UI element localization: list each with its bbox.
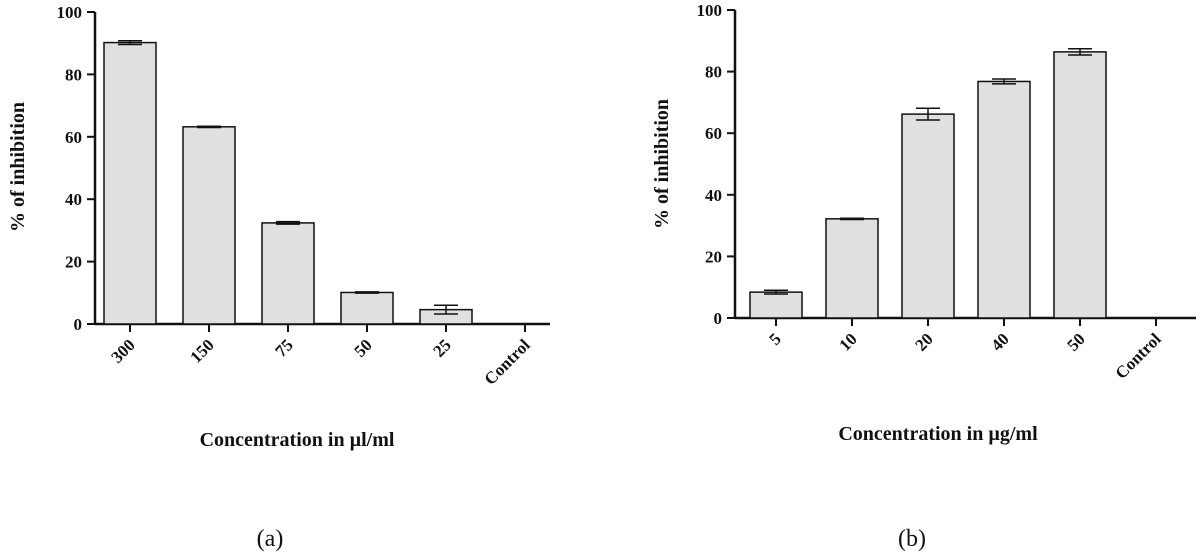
chart-a-y-tick-label: 40	[65, 190, 82, 209]
chart-a-x-axis-label: Concentration in µl/ml	[200, 429, 395, 451]
chart-b-x-tick-label: 5	[765, 329, 784, 348]
chart-b-bar	[901, 113, 955, 319]
chart-a-x-tick-label: 25	[429, 335, 454, 360]
chart-a-bar	[182, 126, 236, 325]
chart-b-y-tick-label: 60	[705, 124, 722, 143]
chart-a-panel-label: (a)	[257, 526, 284, 552]
chart-b-y-tick-label: 0	[714, 309, 723, 328]
chart-a-x-tick-label: 150	[186, 335, 217, 366]
chart-a-y-tick-label: 0	[74, 315, 83, 334]
chart-b-bar	[977, 80, 1031, 319]
chart-b-bar	[825, 218, 879, 319]
chart-a-y-tick-label: 100	[57, 3, 83, 22]
chart-a-y-tick-label: 20	[65, 253, 82, 272]
chart-a-x-tick-label: 300	[107, 335, 138, 366]
chart-b-y-tick-label: 20	[705, 247, 722, 266]
chart-b-y-tick-label: 100	[697, 1, 723, 20]
chart-b-y-tick-label: 80	[705, 63, 722, 82]
chart-b-panel-label: (b)	[898, 526, 926, 552]
chart-a: % of inhibition Concentration in µl/ml (…	[7, 3, 550, 552]
chart-b-y-tick-label: 40	[705, 186, 722, 205]
chart-b-x-tick-label: 40	[987, 329, 1012, 354]
chart-b: % of inhibition Concentration in µg/ml (…	[651, 1, 1196, 552]
chart-a-y-tick-label: 60	[65, 128, 82, 147]
chart-a-y-tick-label: 80	[65, 65, 82, 84]
chart-b-x-tick-label: 20	[911, 329, 936, 354]
chart-a-x-tick-label: 50	[350, 335, 375, 360]
chart-b-bar	[1053, 51, 1107, 319]
chart-b-x-tick-label: Control	[1112, 329, 1165, 382]
chart-b-x-tick-label: 50	[1063, 329, 1088, 354]
chart-a-y-axis-label: % of inhibition	[7, 102, 29, 232]
chart-a-bar	[261, 222, 315, 325]
chart-b-y-axis-label: % of inhibition	[651, 99, 673, 229]
chart-a-bar	[103, 41, 157, 325]
chart-a-x-tick-label: Control	[481, 335, 534, 388]
chart-a-bar	[340, 291, 394, 325]
chart-b-x-tick-label: 10	[835, 329, 860, 354]
chart-a-x-tick-label: 75	[271, 335, 296, 360]
chart-b-bar	[749, 291, 803, 319]
chart-b-x-axis-label: Concentration in µg/ml	[838, 423, 1038, 445]
